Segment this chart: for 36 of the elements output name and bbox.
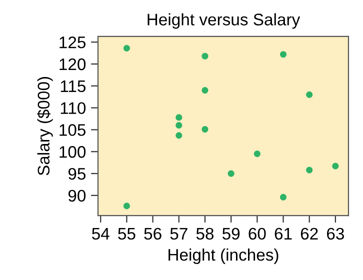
y-tick-label: 125 (60, 36, 86, 48)
y-tick-label: 120 (60, 58, 86, 70)
y-tick-label: 115 (60, 80, 86, 92)
chart-title: Height versus Salary (148, 13, 300, 29)
point (123, 44, 130, 52)
point (280, 194, 287, 200)
y-tick-label: 90 (68, 190, 86, 202)
x-tick-label: 58 (196, 228, 214, 240)
y-axis-title: Salary ($000) (37, 77, 53, 176)
point (228, 170, 234, 177)
x-tick-label: 54 (92, 228, 110, 240)
y-tick-label: 95 (68, 168, 86, 180)
y-tick-label: 110 (60, 102, 86, 114)
y-tick-label: 105 (60, 124, 86, 136)
point (332, 162, 339, 170)
x-tick-label: 61 (274, 228, 292, 240)
point (306, 166, 313, 174)
x-tick-label: 62 (300, 228, 318, 240)
point (202, 52, 208, 60)
point (280, 51, 287, 58)
y-tick-label: 100 (60, 146, 86, 158)
point (176, 132, 182, 139)
point (202, 126, 208, 133)
x-tick-label: 55 (118, 228, 136, 240)
point (306, 91, 313, 98)
x-tick-label: 56 (144, 228, 162, 240)
x-tick-label: 60 (248, 228, 266, 240)
point (176, 122, 182, 129)
x-tick-label: 57 (170, 228, 188, 240)
point (176, 114, 182, 121)
point (254, 150, 260, 158)
point (123, 202, 130, 210)
x-axis-title: Height (inches) (168, 248, 278, 264)
x-tick-label: 59 (222, 228, 240, 240)
point (202, 87, 208, 94)
x-tick-label: 63 (327, 228, 344, 240)
